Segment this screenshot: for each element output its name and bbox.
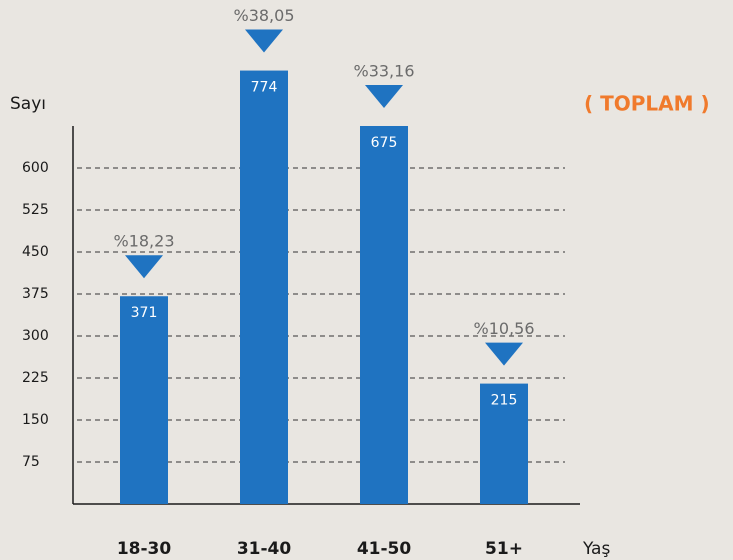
bar bbox=[120, 296, 168, 504]
x-tick-label: 18-30 bbox=[117, 539, 172, 559]
x-tick-label: 51+ bbox=[485, 539, 523, 559]
marker-triangle bbox=[365, 85, 403, 108]
value-label: 675 bbox=[371, 135, 398, 151]
y-tick-label: 75 bbox=[22, 454, 40, 470]
percent-label: %38,05 bbox=[233, 6, 294, 25]
bar bbox=[240, 70, 288, 504]
y-tick-label: 150 bbox=[22, 412, 49, 428]
x-axis-label: Yaş bbox=[582, 539, 610, 559]
bar bbox=[480, 383, 528, 504]
y-tick-label: 600 bbox=[22, 160, 49, 176]
y-tick-label: 300 bbox=[22, 328, 49, 344]
value-label: 371 bbox=[131, 305, 158, 321]
annotation: ( TOPLAM ) bbox=[584, 92, 710, 116]
percent-label: %33,16 bbox=[353, 62, 414, 81]
percent-label: %18,23 bbox=[113, 232, 174, 251]
percent-label: %10,56 bbox=[473, 319, 534, 338]
y-tick-label: 225 bbox=[22, 370, 49, 386]
x-tick-label: 41-50 bbox=[357, 539, 412, 559]
y-tick-label: 375 bbox=[22, 286, 49, 302]
value-label: 774 bbox=[251, 80, 278, 96]
value-label: 215 bbox=[491, 393, 518, 409]
bar bbox=[360, 126, 408, 504]
y-tick-label: 450 bbox=[22, 244, 49, 260]
marker-triangle bbox=[485, 342, 523, 366]
x-tick-label: 31-40 bbox=[237, 539, 292, 559]
marker-triangle bbox=[245, 29, 283, 53]
y-tick-label: 525 bbox=[22, 202, 49, 218]
y-axis-label: Sayı bbox=[10, 94, 46, 114]
marker-triangle bbox=[125, 255, 163, 279]
